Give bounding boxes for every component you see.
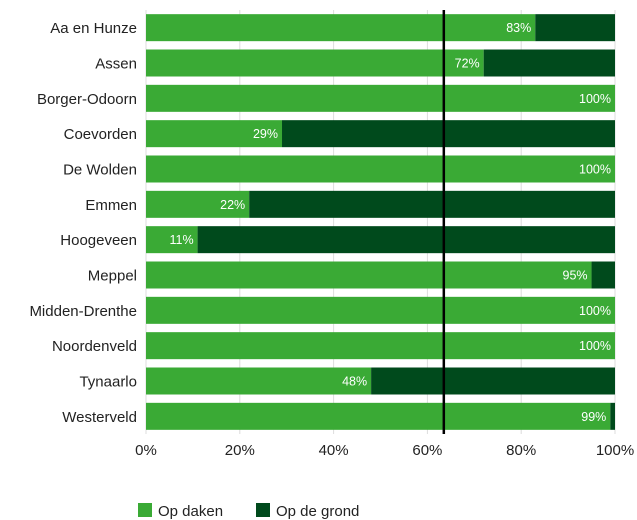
bar-op-daken-aa-en-hunze [146, 14, 536, 42]
bar-op-daken-midden-drenthe [146, 296, 615, 324]
bar-op-daken-borger-odoorn [146, 84, 615, 112]
data-label-de-wolden: 100% [579, 163, 611, 177]
bar-op-de-grond-assen [483, 49, 615, 77]
category-label-tynaarlo: Tynaarlo [79, 374, 137, 391]
category-label-meppel: Meppel [88, 268, 137, 285]
x-tick-label-40: 40% [319, 442, 349, 459]
bar-op-de-grond-meppel [591, 261, 615, 289]
data-label-noordenveld: 100% [579, 339, 611, 353]
x-tick-label-80: 80% [506, 442, 536, 459]
data-label-westerveld: 99% [581, 410, 606, 424]
data-label-meppel: 95% [563, 269, 588, 283]
category-label-midden-drenthe: Midden-Drenthe [29, 303, 137, 320]
x-tick-label-60: 60% [412, 442, 442, 459]
category-label-de-wolden: De Wolden [63, 162, 137, 179]
category-label-emmen: Emmen [85, 197, 137, 214]
x-tick-label-100: 100% [596, 442, 634, 459]
category-label-westerveld: Westerveld [62, 409, 137, 426]
bar-op-daken-assen [146, 49, 484, 77]
bar-op-de-grond-aa-en-hunze [535, 14, 615, 42]
legend-label-op-daken: Op daken [158, 503, 223, 520]
bars: 83% 72% 100% 29% 100% 22% 11% 95% 100% 100% 48% 99% [146, 14, 615, 430]
data-label-borger-odoorn: 100% [579, 92, 611, 106]
legend: Op daken Op de grond [138, 503, 359, 520]
legend-swatch-op-de-grond [256, 503, 270, 517]
data-label-aa-en-hunze: 83% [506, 21, 531, 35]
bar-op-de-grond-tynaarlo [371, 367, 615, 395]
bar-op-daken-tynaarlo [146, 367, 372, 395]
bar-op-daken-hoogeveen [146, 226, 198, 254]
bar-op-de-grond-hoogeveen [197, 226, 615, 254]
category-labels: Aa en Hunze Assen Borger-Odoorn Coevorden De… [29, 20, 137, 426]
data-label-emmen: 22% [220, 198, 245, 212]
bar-op-de-grond-westerveld [610, 402, 615, 430]
legend-label-op-de-grond: Op de grond [276, 503, 359, 520]
bar-op-daken-de-wolden [146, 155, 615, 183]
bar-op-daken-coevorden [146, 120, 283, 148]
legend-swatch-op-daken [138, 503, 152, 517]
category-label-hoogeveen: Hoogeveen [60, 232, 137, 249]
bar-op-daken-emmen [146, 190, 250, 218]
bar-op-daken-meppel [146, 261, 592, 289]
x-tick-label-0: 0% [135, 442, 157, 459]
data-label-hoogeveen: 11% [169, 233, 193, 247]
category-label-assen: Assen [95, 56, 137, 73]
grid-lines [145, 10, 616, 434]
category-label-borger-odoorn: Borger-Odoorn [37, 91, 137, 108]
data-label-midden-drenthe: 100% [579, 304, 611, 318]
bar-op-daken-westerveld [146, 402, 611, 430]
category-label-coevorden: Coevorden [64, 126, 137, 143]
bar-op-de-grond-emmen [249, 190, 615, 218]
category-label-noordenveld: Noordenveld [52, 338, 137, 355]
category-label-aa-en-hunze: Aa en Hunze [50, 20, 137, 37]
data-label-assen: 72% [455, 57, 480, 71]
x-axis-tick-labels: 0% 20% 40% 60% 80% 100% [135, 442, 634, 459]
bar-op-de-grond-coevorden [282, 120, 615, 148]
data-label-tynaarlo: 48% [342, 375, 367, 389]
data-label-coevorden: 29% [253, 127, 278, 141]
bar-op-daken-noordenveld [146, 332, 615, 360]
x-tick-label-20: 20% [225, 442, 255, 459]
